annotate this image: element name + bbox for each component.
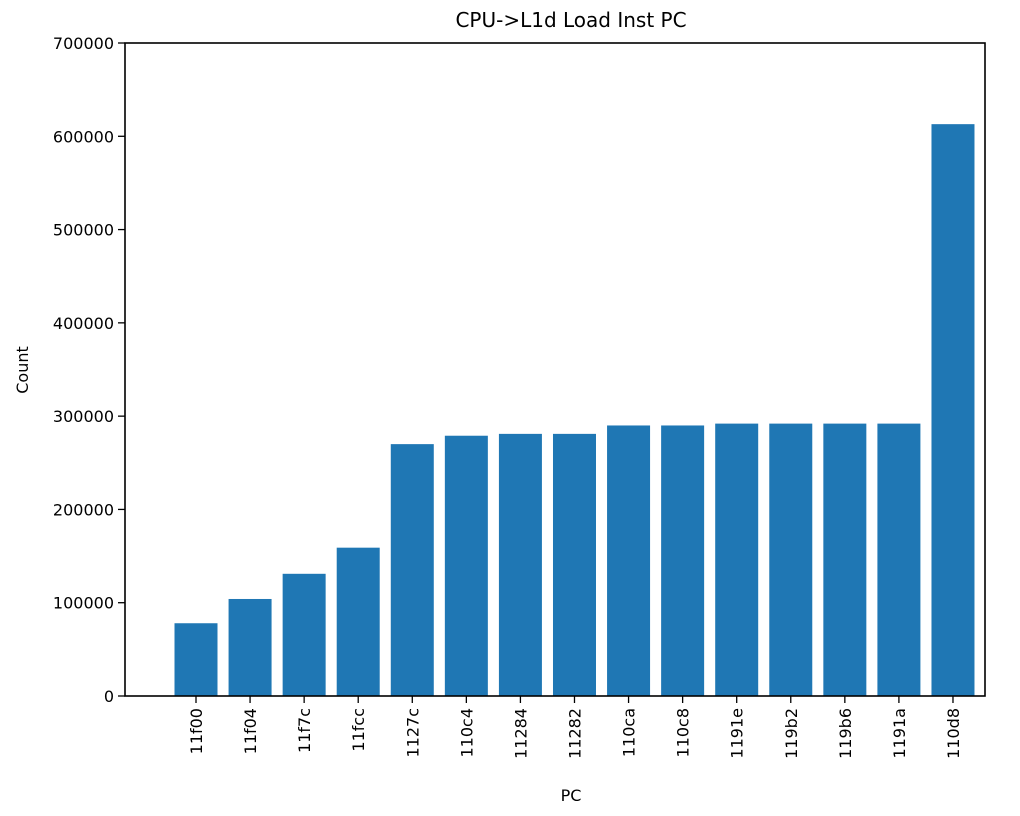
x-tick-label: 119b6	[836, 708, 855, 759]
bar-119b6	[823, 423, 867, 696]
x-tick-label: 1191a	[890, 708, 909, 759]
bar-110ca	[607, 425, 651, 696]
bar-110c4	[444, 435, 488, 696]
x-tick-label: 110d8	[944, 708, 963, 759]
plot-area-frame	[124, 42, 986, 697]
chart-title: CPU->L1d Load Inst PC	[455, 8, 686, 32]
y-axis-label: Count	[13, 346, 32, 394]
bar-11f00	[174, 623, 218, 696]
y-tick-label: 400000	[53, 314, 114, 333]
x-tick-label: 11284	[511, 708, 530, 759]
bar-1191e	[715, 423, 759, 696]
bar-119b2	[769, 423, 813, 696]
x-tick-label: 1191e	[728, 708, 747, 759]
y-tick-label: 0	[104, 687, 114, 706]
y-tick-label: 100000	[53, 594, 114, 613]
bar-11284	[498, 433, 542, 696]
x-tick-label: 11f7c	[295, 708, 314, 753]
x-tick-label: 11fcc	[349, 708, 368, 752]
x-tick-label: 1127c	[403, 708, 422, 758]
y-axis: 0 100000 200000 300000 400000 500000 600000 700…	[53, 34, 125, 706]
bars-group	[174, 124, 975, 696]
x-axis-label: PC	[561, 786, 582, 805]
y-tick-label: 200000	[53, 500, 114, 519]
x-tick-label: 119b2	[782, 708, 801, 759]
x-tick-label: 110c8	[674, 708, 693, 758]
y-tick-label: 500000	[53, 221, 114, 240]
y-tick-label: 600000	[53, 127, 114, 146]
x-tick-label: 11282	[565, 708, 584, 759]
x-tick-label: 11f00	[187, 708, 206, 754]
bar-11f7c	[282, 573, 326, 696]
bar-110c8	[661, 425, 705, 696]
bar-11f04	[228, 598, 272, 696]
x-tick-label: 110c4	[457, 708, 476, 758]
bar-1191a	[877, 423, 921, 696]
bar-1127c	[390, 444, 434, 696]
x-tick-label: 110ca	[620, 708, 639, 757]
bar-110d8	[931, 124, 975, 696]
bar-11282	[552, 433, 596, 696]
x-tick-label: 11f04	[241, 708, 260, 754]
bar-11fcc	[336, 547, 380, 696]
x-axis: 11f00 11f04 11f7c 11fcc 1127c 110c4 11284 11282…	[187, 696, 963, 759]
y-tick-label: 300000	[53, 407, 114, 426]
y-tick-label: 700000	[53, 34, 114, 53]
